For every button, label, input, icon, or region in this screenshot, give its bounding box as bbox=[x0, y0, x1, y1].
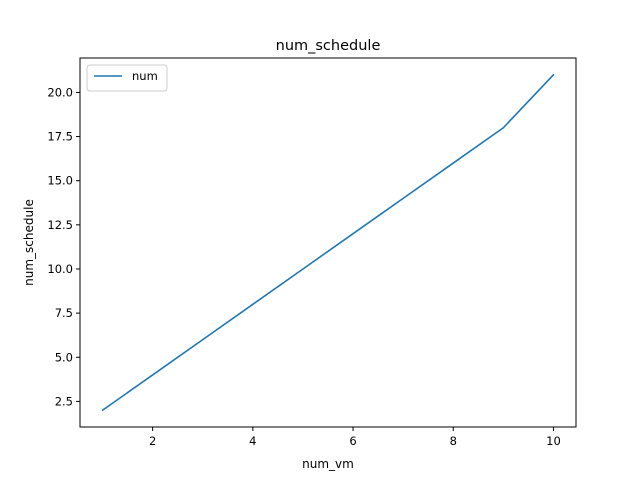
y-tick-label: 2.5 bbox=[55, 394, 73, 408]
y-tick-label: 10.0 bbox=[47, 262, 73, 276]
x-tick-label: 8 bbox=[450, 434, 457, 448]
legend: num bbox=[86, 64, 168, 92]
x-tick-label: 6 bbox=[349, 434, 356, 448]
y-axis-label: num_schedule bbox=[22, 199, 36, 286]
y-tick-label: 12.5 bbox=[47, 218, 73, 232]
series-layer bbox=[101, 73, 555, 412]
y-tick-label: 17.5 bbox=[47, 130, 73, 144]
y-axis-ticks: 2.5 5.0 7.5 10.0 12.5 15.0 17.5 20.0 bbox=[47, 85, 80, 408]
y-tick-label: 5.0 bbox=[55, 350, 73, 364]
y-tick-label: 7.5 bbox=[55, 306, 73, 320]
y-tick-label: 20.0 bbox=[47, 85, 73, 99]
x-tick-label: 2 bbox=[149, 434, 156, 448]
chart-title: num_schedule bbox=[276, 38, 381, 54]
plot-area: 2 4 6 8 10 2.5 5.0 7.5 10.0 12.5 15.0 17.5 20.0 bbox=[47, 57, 577, 448]
x-tick-label: 4 bbox=[249, 434, 256, 448]
y-tick-label: 15.0 bbox=[47, 174, 73, 188]
x-axis-label: num_vm bbox=[302, 457, 354, 471]
axes-frame bbox=[79, 57, 577, 428]
series-line-num bbox=[101, 73, 555, 412]
x-axis-ticks: 2 4 6 8 10 bbox=[149, 427, 561, 448]
legend-label-num: num bbox=[132, 69, 158, 83]
legend-box bbox=[86, 64, 168, 92]
x-tick-label: 10 bbox=[546, 434, 561, 448]
